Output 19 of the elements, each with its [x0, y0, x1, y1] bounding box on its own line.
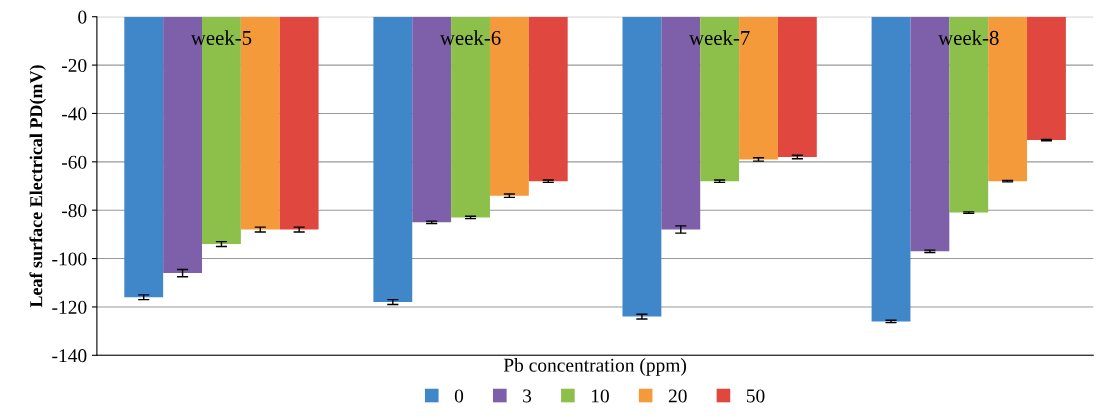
legend-label: 20: [668, 389, 687, 403]
y-axis-title: Leaf surface Electrical PD(mV): [29, 65, 46, 308]
y-tick-label: -20: [61, 58, 87, 73]
y-tick-label: -100: [52, 252, 87, 266]
x-tick-label: week-6: [439, 30, 501, 45]
y-tick-label: -140: [52, 349, 87, 363]
x-tick-label: week-5: [190, 30, 252, 45]
y-tick-label: -80: [61, 204, 87, 218]
y-tick-label: -120: [52, 300, 87, 314]
x-tick-label: week-7: [689, 30, 750, 45]
y-tick-label: 0: [78, 10, 87, 24]
legend-label: 10: [591, 389, 609, 403]
y-tick-label: -40: [61, 107, 87, 121]
x-tick-label: week-8: [938, 30, 999, 45]
legend-label: 50: [746, 389, 765, 403]
legend-label: 0: [454, 389, 464, 403]
legend-label: 3: [523, 389, 532, 403]
y-tick-label: -60: [61, 155, 87, 169]
x-axis-title: Pb concentration (ppm): [503, 358, 687, 376]
